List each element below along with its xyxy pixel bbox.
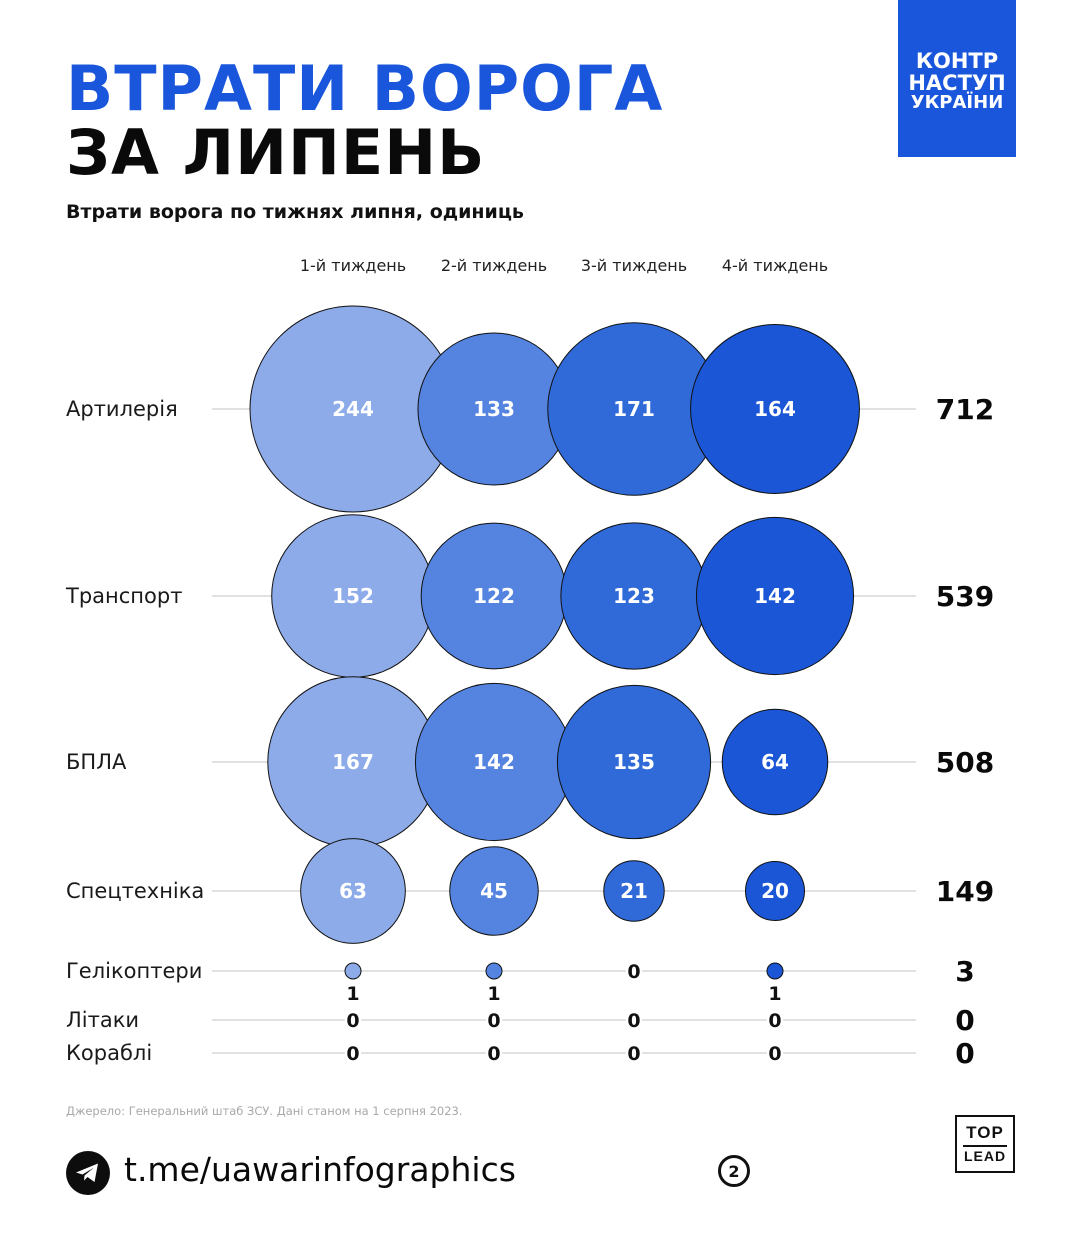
bubble-value: 142 [473, 750, 515, 774]
bubble [300, 838, 406, 944]
bubble [745, 861, 805, 921]
bubble-value: 152 [332, 584, 374, 608]
telegram-icon[interactable] [66, 1151, 110, 1195]
bubble-value: 123 [613, 584, 655, 608]
badge-line-1: КОНТР [915, 49, 999, 73]
row-total: 508 [936, 746, 994, 779]
bubble-value: 0 [627, 1010, 640, 1032]
row-total: 0 [955, 1037, 974, 1070]
bubble-value: 64 [761, 750, 789, 774]
title-line-2: ЗА ЛИПЕНЬ [66, 116, 486, 189]
badge-line-2: НАСТУП [908, 71, 1006, 96]
bubble [690, 324, 860, 494]
row-label: БПЛА [66, 750, 127, 774]
row-total: 539 [936, 580, 994, 613]
bubble-value: 244 [332, 397, 374, 421]
bubble [485, 962, 503, 980]
row-label: Кораблі [66, 1041, 152, 1065]
bubble-value: 0 [487, 1043, 500, 1065]
bubble-chart: 1-й тиждень 2-й тиждень 3-й тиждень 4-й тиж… [65, 256, 994, 1070]
bubble [449, 846, 539, 936]
badge-line-3: УКРАЇНИ [910, 92, 1004, 114]
row-total: 149 [936, 875, 994, 908]
bubble-value: 0 [627, 961, 640, 983]
row-total: 0 [955, 1004, 974, 1037]
row-label: Транспорт [65, 584, 182, 608]
bubble-value: 63 [339, 879, 367, 903]
bubble-value: 171 [613, 397, 655, 421]
bubble-value: 1 [346, 983, 359, 1005]
chart-subtitle: Втрати ворога по тижнях липня, одиниць [66, 201, 524, 223]
bubble-value: 0 [627, 1043, 640, 1065]
page-number: 2 [718, 1155, 750, 1187]
column-header: 2-й тиждень [441, 256, 547, 275]
logo-divider [963, 1144, 1007, 1147]
bubble-value: 0 [346, 1010, 359, 1032]
bubble-value: 20 [761, 879, 789, 903]
bubble-value: 0 [346, 1043, 359, 1065]
bubble [766, 962, 784, 980]
telegram-channel-link[interactable]: t.me/uawarinfographics [124, 1150, 516, 1189]
column-header: 1-й тиждень [300, 256, 406, 275]
title-line-1: ВТРАТИ ВОРОГА [66, 52, 664, 125]
toplead-logo: TOP LEAD [955, 1115, 1015, 1173]
column-header: 4-й тиждень [722, 256, 828, 275]
bubble-value: 133 [473, 397, 515, 421]
bubble [721, 708, 829, 816]
bubble-value: 1 [768, 983, 781, 1005]
bubble [556, 684, 712, 840]
row-total: 712 [936, 393, 994, 426]
row-label: Спецтехніка [66, 879, 204, 903]
bubble [344, 962, 362, 980]
column-header: 3-й тиждень [581, 256, 687, 275]
bubble-value: 0 [768, 1043, 781, 1065]
bubble-value: 142 [754, 584, 796, 608]
row-label: Гелікоптери [66, 959, 202, 983]
bubble-value: 164 [754, 397, 796, 421]
bubble-value: 135 [613, 750, 655, 774]
bubble-value: 122 [473, 584, 515, 608]
source-note: Джерело: Генеральний штаб ЗСУ. Дані стан… [66, 1104, 463, 1118]
bubble [603, 860, 665, 922]
bubble-value: 167 [332, 750, 374, 774]
bubble [695, 516, 855, 676]
kontrnastup-badge: КОНТР НАСТУП УКРАЇНИ [898, 0, 1016, 157]
row-label: Літаки [66, 1008, 139, 1032]
bubble-value: 1 [487, 983, 500, 1005]
bubble-value: 0 [487, 1010, 500, 1032]
row-total: 3 [955, 955, 974, 988]
logo-top-text: TOP [966, 1122, 1004, 1142]
bubble-value: 21 [620, 879, 648, 903]
logo-bottom-text: LEAD [963, 1147, 1007, 1164]
bubble-value: 45 [480, 879, 508, 903]
bubble-value: 0 [768, 1010, 781, 1032]
row-label: Артилерія [66, 397, 178, 421]
